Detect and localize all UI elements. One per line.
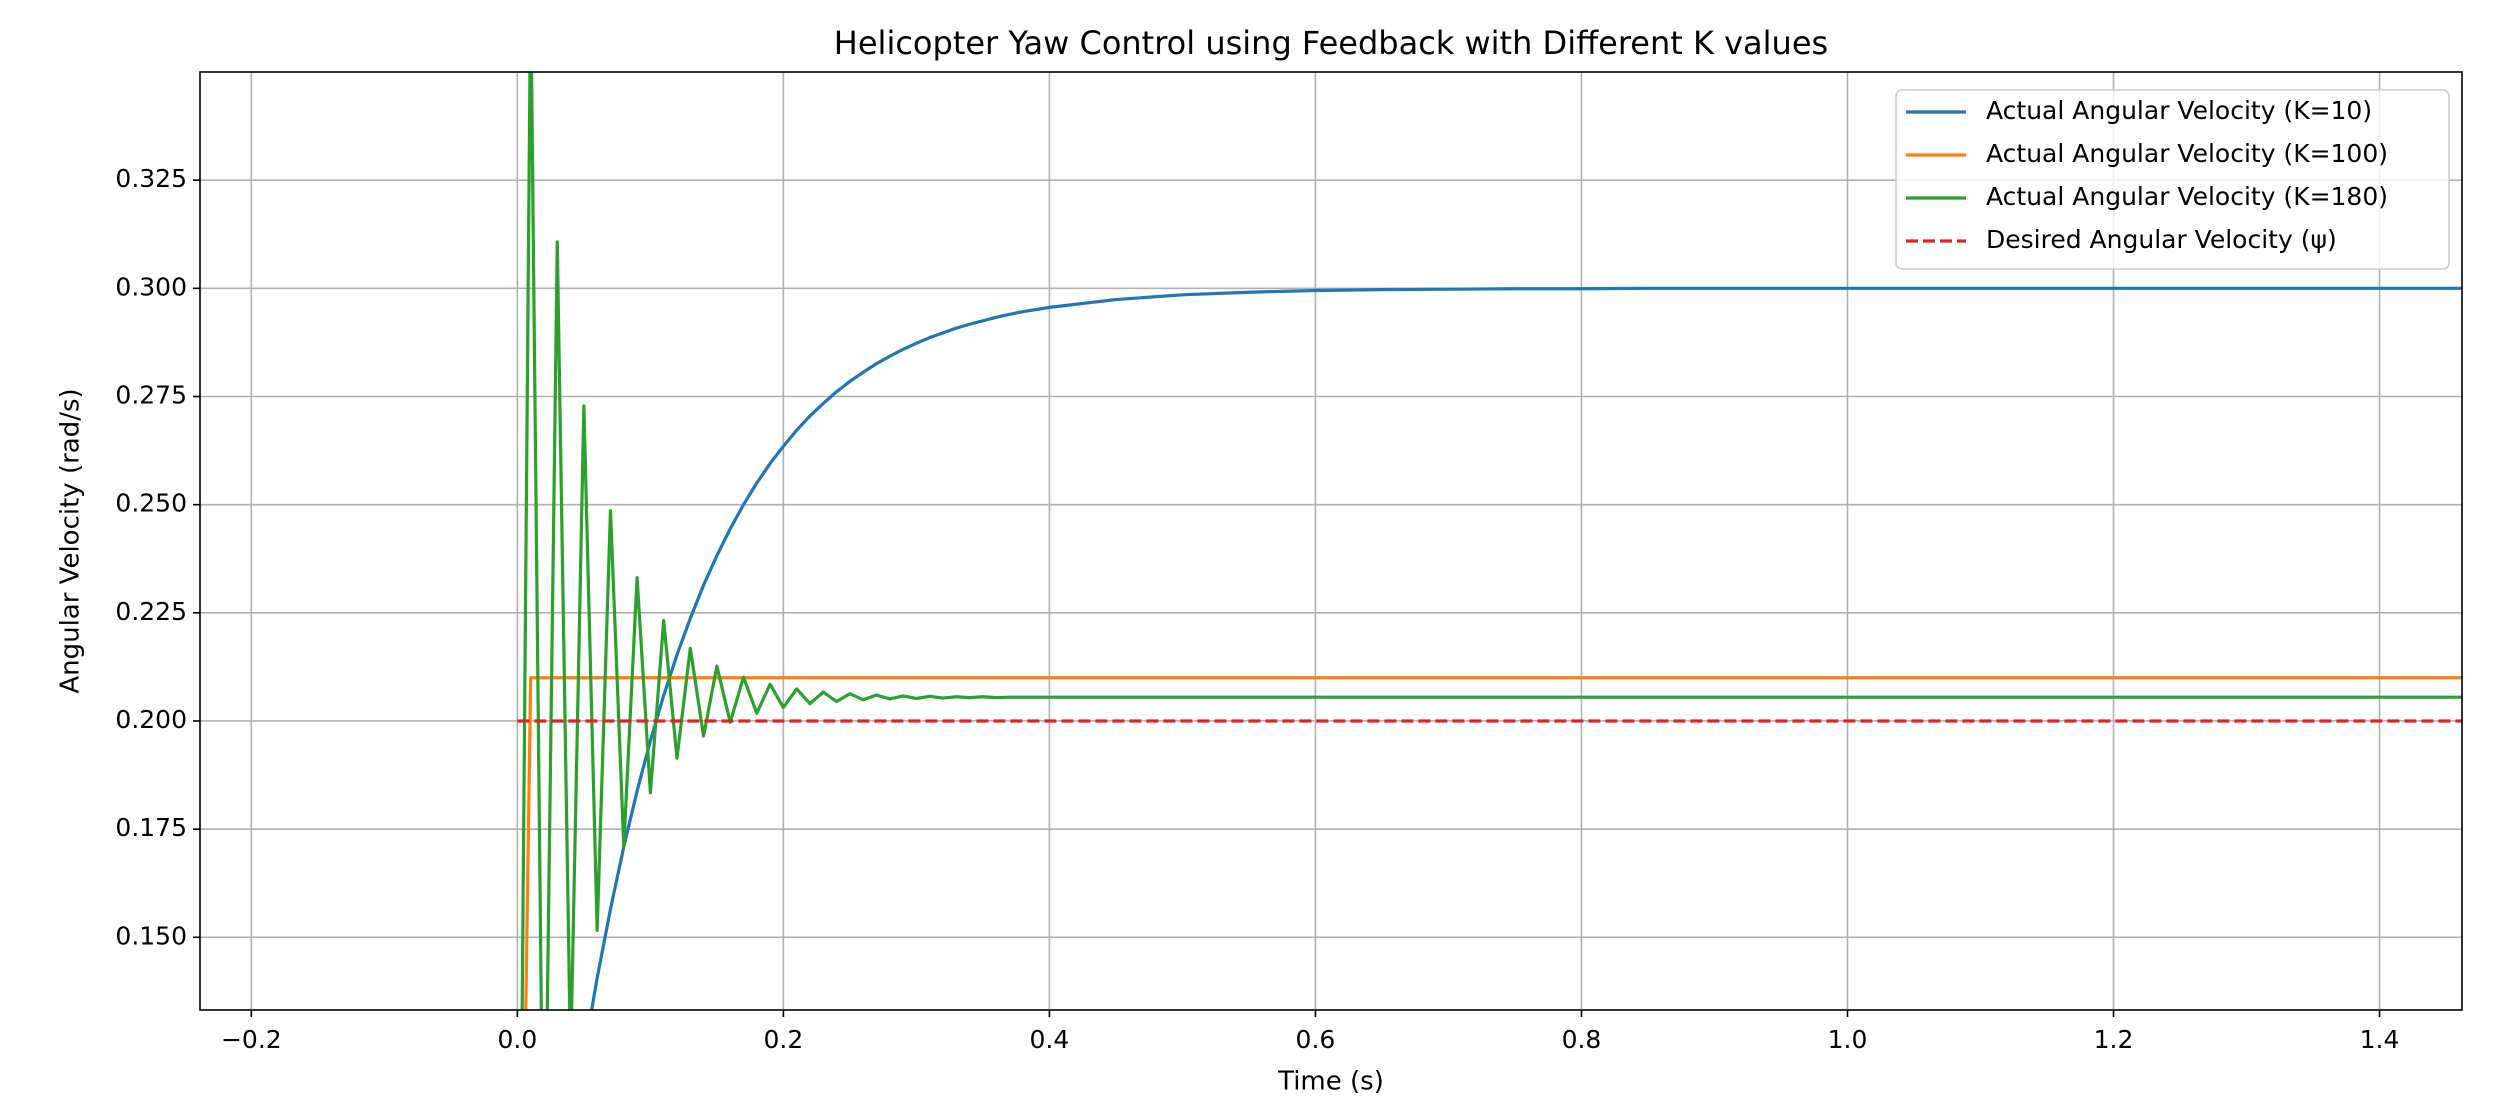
plot-area: [517, 72, 2462, 1010]
y-tick-label: 0.175: [115, 813, 187, 842]
legend-label: Actual Angular Velocity (K=100): [1986, 139, 2388, 168]
x-tick-label: −0.2: [221, 1025, 282, 1054]
x-tick-label: 0.4: [1030, 1025, 1070, 1054]
series-line: [520, 72, 2462, 1010]
chart-title: Helicopter Yaw Control using Feedback wi…: [834, 24, 1828, 62]
y-tick-label: 0.325: [115, 164, 187, 193]
x-axis-label: Time (s): [1277, 1067, 1384, 1097]
y-tick-label: 0.250: [115, 489, 187, 518]
y-tick-label: 0.300: [115, 272, 187, 301]
x-tick-label: 0.0: [497, 1025, 537, 1054]
x-tick-label: 1.2: [2094, 1025, 2134, 1054]
x-tick-label: 0.8: [1562, 1025, 1602, 1054]
series-line: [524, 676, 2462, 1010]
legend-label: Actual Angular Velocity (K=180): [1986, 182, 2388, 211]
y-axis-label: Angular Velocity (rad/s): [56, 388, 86, 693]
legend: Actual Angular Velocity (K=10) Actual Ang…: [1895, 89, 2450, 270]
axes-frame: [199, 71, 2463, 1011]
x-tick-label: 1.0: [1828, 1025, 1868, 1054]
x-tick-label: 1.4: [2360, 1025, 2400, 1054]
y-tick-label: 0.200: [115, 705, 187, 734]
y-tick-label: 0.275: [115, 380, 187, 409]
y-tick-label: 0.225: [115, 597, 187, 626]
legend-box: [1895, 89, 2450, 270]
x-tick-label: 0.6: [1296, 1025, 1336, 1054]
legend-label: Desired Angular Velocity (ψ): [1986, 225, 2337, 254]
y-tick-label: 0.150: [115, 921, 187, 950]
x-tick-label: 0.2: [764, 1025, 804, 1054]
legend-label: Actual Angular Velocity (K=10): [1986, 96, 2372, 125]
